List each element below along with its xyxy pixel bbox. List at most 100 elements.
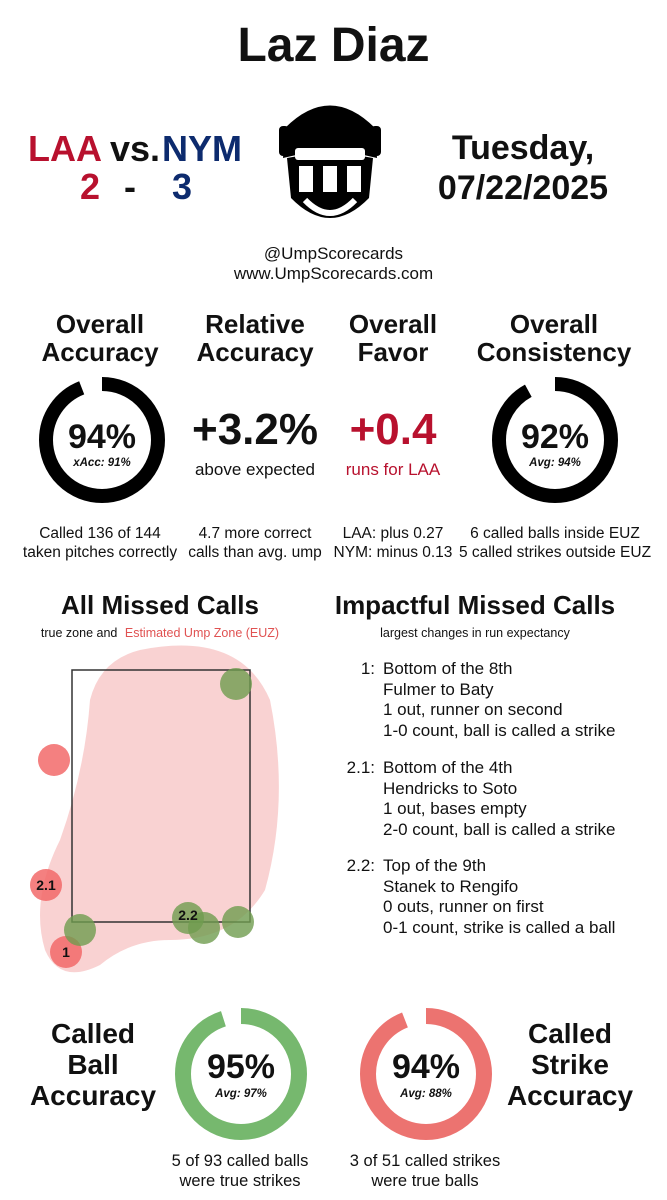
game-date: 07/22/2025	[437, 169, 609, 207]
overall-accuracy-title-1: Overall	[55, 309, 145, 339]
strike-zone-plot: 2.1 2.2 1	[30, 645, 279, 973]
impactful-caption: largest changes in run expectancy	[380, 626, 570, 640]
impactful-line: Fulmer to Baty	[383, 679, 494, 699]
overall-consistency-title: Overall Consistency	[468, 310, 640, 366]
called-strike-note: 3 of 51 called strikes were true balls	[335, 1151, 515, 1191]
impactful-line: 0-1 count, strike is called a ball	[383, 917, 616, 937]
impactful-line: Bottom of the 4th	[383, 758, 513, 777]
called-ball-title-3: Accuracy	[29, 1080, 157, 1111]
score-dash: -	[124, 166, 136, 207]
overall-consistency-note-1: 6 called balls inside EUZ	[470, 525, 640, 542]
overall-consistency-title-2: Consistency	[476, 337, 632, 367]
euz-region	[40, 645, 279, 973]
impactful-line: 0 outs, runner on first	[383, 897, 544, 916]
overall-accuracy-xacc: xAcc: 91%	[73, 457, 131, 469]
missed-calls-title: All Missed Calls	[61, 590, 259, 620]
called-ball-value: 95%	[206, 1048, 276, 1086]
called-strike-ring	[360, 1008, 492, 1140]
relative-accuracy-sub: above expected	[194, 460, 316, 479]
overall-consistency-title-1: Overall	[509, 309, 599, 339]
impactful-num: 1:	[360, 659, 375, 678]
missed-call-marker	[64, 914, 96, 946]
called-strike-avg: Avg: 88%	[400, 1088, 452, 1100]
called-ball-note: 5 of 93 called balls were true strikes	[150, 1151, 330, 1191]
overall-favor-note-2: NYM: minus 0.13	[333, 544, 453, 561]
marker-label-2-2: 2.2	[178, 907, 198, 923]
relative-accuracy-value: +3.2%	[192, 405, 318, 454]
relative-accuracy-note: 4.7 more correct calls than avg. ump	[175, 524, 335, 562]
called-ball-avg: Avg: 97%	[215, 1088, 267, 1100]
overall-favor-note: LAA: plus 0.27 NYM: minus 0.13	[318, 524, 468, 562]
vs-label: vs.	[110, 128, 161, 169]
marker-label-2-1: 2.1	[36, 877, 56, 893]
impactful-line: Stanek to Rengifo	[383, 876, 519, 896]
called-ball-note-2: were true strikes	[179, 1172, 301, 1190]
relative-accuracy-note-2: calls than avg. ump	[188, 544, 322, 561]
overall-accuracy-note-1: Called 136 of 144	[39, 525, 161, 542]
impactful-num: 2.1:	[346, 758, 375, 777]
called-strike-note-1: 3 of 51 called strikes	[349, 1152, 501, 1170]
called-strike-title-3: Accuracy	[506, 1080, 634, 1111]
relative-accuracy-note-1: 4.7 more correct	[198, 525, 312, 542]
impactful-line: 1 out, bases empty	[383, 799, 527, 818]
home-score: 3	[172, 166, 193, 207]
overall-consistency-avg: Avg: 94%	[529, 457, 581, 469]
impactful-line: 1-0 count, ball is called a strike	[383, 720, 616, 740]
impactful-line: Bottom of the 8th	[383, 659, 513, 678]
overall-accuracy-value: 94%	[67, 418, 137, 456]
called-strike-title: Called Strike Accuracy	[495, 1018, 645, 1111]
impactful-item-1: 1: Bottom of the 8th Fulmer to Baty 1 ou…	[335, 659, 645, 743]
impactful-item-3: 2.2: Top of the 9th Stanek to Rengifo 0 …	[335, 856, 645, 940]
website: www.UmpScorecards.com	[233, 264, 434, 283]
overall-consistency-note-2: 5 called strikes outside EUZ	[458, 544, 652, 561]
umpire-name: Laz Diaz	[237, 19, 430, 72]
relative-accuracy-title-1: Relative	[205, 309, 305, 339]
relative-accuracy-title-2: Accuracy	[196, 337, 314, 367]
overall-consistency-note: 6 called balls inside EUZ 5 called strik…	[455, 524, 655, 562]
overall-favor-title: Overall Favor	[318, 310, 468, 366]
called-ball-title: Called Ball Accuracy	[18, 1018, 168, 1111]
away-score: 2	[80, 166, 101, 207]
missed-call-marker	[222, 906, 254, 938]
impactful-line: 2-0 count, ball is called a strike	[383, 819, 616, 839]
impactful-item-2: 2.1: Bottom of the 4th Hendricks to Soto…	[335, 758, 645, 842]
overall-favor-sub: runs for LAA	[345, 460, 441, 479]
umpire-mask-icon	[279, 105, 381, 218]
missed-call-marker	[220, 668, 252, 700]
called-strike-title-1: Called	[527, 1018, 613, 1049]
overall-favor-note-1: LAA: plus 0.27	[342, 525, 444, 542]
relative-accuracy-title: Relative Accuracy	[175, 310, 335, 366]
overall-accuracy-note-2: taken pitches correctly	[22, 544, 178, 561]
overall-favor-title-1: Overall	[348, 309, 438, 339]
called-ball-note-1: 5 of 93 called balls	[171, 1152, 309, 1170]
missed-call-marker	[38, 744, 70, 776]
matchup: LAA vs. NYM 2 - 3	[28, 128, 243, 208]
called-strike-title-2: Strike	[531, 1049, 609, 1080]
impactful-line: 1 out, runner on second	[383, 700, 563, 719]
overall-accuracy-note: Called 136 of 144 taken pitches correctl…	[10, 524, 190, 562]
overall-consistency-value: 92%	[520, 418, 590, 456]
overall-consistency-ring	[492, 377, 618, 503]
called-strike-note-2: were true balls	[371, 1172, 479, 1190]
overall-accuracy-title: Overall Accuracy	[20, 310, 180, 366]
missed-call-marker	[188, 912, 220, 944]
handle: @UmpScorecards	[263, 244, 404, 263]
game-day: Tuesday,	[451, 129, 595, 167]
away-team: LAA	[28, 128, 102, 169]
overall-favor-value: +0.4	[349, 405, 437, 454]
called-strike-value: 94%	[391, 1048, 461, 1086]
impactful-title: Impactful Missed Calls	[334, 590, 616, 620]
overall-accuracy-title-2: Accuracy	[41, 337, 159, 367]
overall-accuracy-ring	[39, 377, 165, 503]
marker-label-1: 1	[62, 944, 70, 960]
impactful-line: Top of the 9th	[383, 856, 487, 875]
impactful-num: 2.2:	[346, 856, 375, 875]
missed-calls-caption-euz: Estimated Ump Zone (EUZ)	[124, 626, 280, 640]
home-team: NYM	[162, 128, 242, 169]
missed-calls-caption-plain: true zone and	[40, 626, 118, 640]
called-ball-title-2: Ball	[67, 1049, 119, 1080]
missed-calls-caption: true zone and Estimated Ump Zone (EUZ)	[10, 626, 310, 640]
true-zone	[71, 669, 251, 923]
missed-call-marker	[30, 869, 62, 901]
impactful-line: Hendricks to Soto	[383, 778, 518, 798]
